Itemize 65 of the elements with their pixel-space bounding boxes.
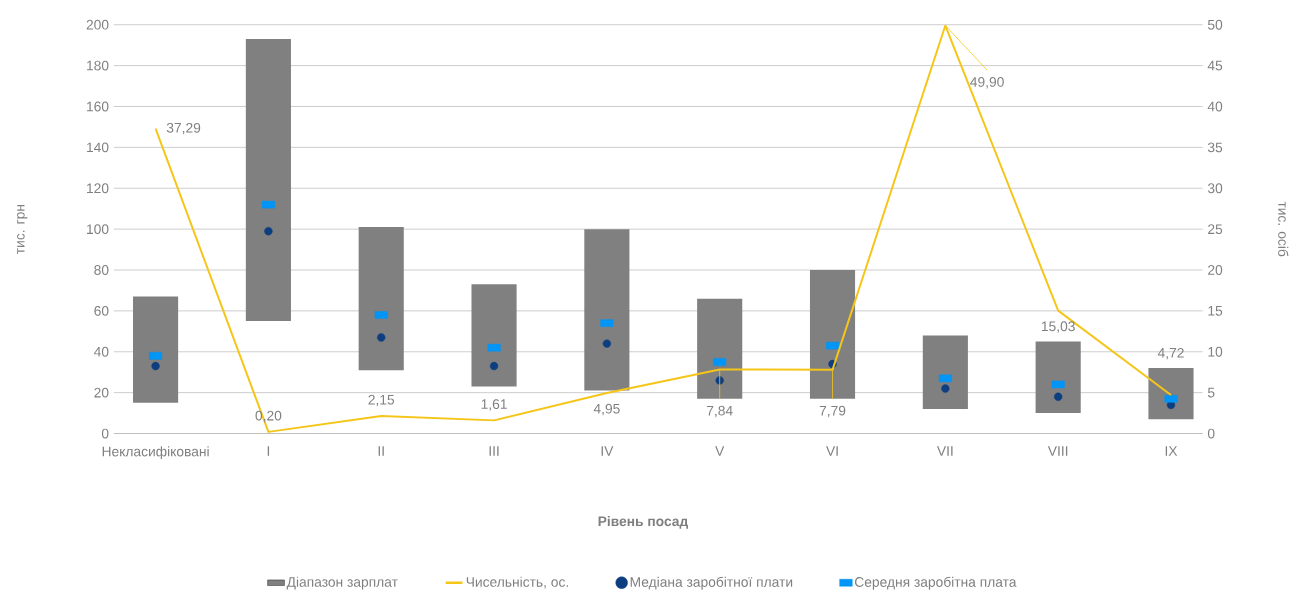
y-tick-label: 40 xyxy=(93,346,109,357)
y2-tick-label: 35 xyxy=(1207,142,1223,153)
data-label: 7,79 xyxy=(819,405,846,418)
bar xyxy=(1148,368,1194,420)
y2-tick-label: 25 xyxy=(1208,224,1223,235)
x-tick-label: VII xyxy=(936,446,953,456)
legend-label: Середня заробітна плата xyxy=(854,576,1017,590)
y2-tick-label: 0 xyxy=(1207,428,1215,439)
y-tick-label: 80 xyxy=(94,265,109,275)
y2-tick-label: 20 xyxy=(1208,265,1223,275)
y-tick-label: 140 xyxy=(87,142,109,153)
bar xyxy=(358,227,404,371)
bar xyxy=(922,335,968,410)
x-tick-label: VI xyxy=(826,446,838,456)
bar xyxy=(809,270,856,399)
point xyxy=(489,361,499,371)
data-label: 37,29 xyxy=(166,122,201,135)
bar xyxy=(1035,341,1081,414)
y-tick-label: 160 xyxy=(87,101,109,112)
legend-label: Діапазон зарплат xyxy=(286,576,398,590)
x-axis-title: Рівень посад xyxy=(598,516,688,529)
y-axis-title: тис. грн xyxy=(17,205,28,255)
y-tick-label: 0 xyxy=(101,428,109,439)
y2-tick-label: 40 xyxy=(1207,101,1223,112)
y2-tick-label: 30 xyxy=(1207,183,1223,194)
point xyxy=(1054,392,1063,401)
x-tick-label: IV xyxy=(601,446,614,456)
y2-tick-label: 45 xyxy=(1207,60,1223,71)
data-label: 4,95 xyxy=(593,403,620,416)
data-label: 15,03 xyxy=(1041,321,1075,333)
x-tick-label: V xyxy=(715,446,725,456)
y-tick-label: 200 xyxy=(86,19,109,30)
y2-tick-label: 50 xyxy=(1207,19,1223,30)
x-tick-label: II xyxy=(378,446,384,456)
x-tick-label: Некласифіковані xyxy=(102,446,209,460)
point xyxy=(264,227,273,236)
y-tick-label: 180 xyxy=(87,60,109,71)
x-tick-label: IX xyxy=(1165,446,1178,456)
data-label: 2,15 xyxy=(368,394,395,407)
y-tick-label: 120 xyxy=(87,183,109,194)
x-tick-label: VIII xyxy=(1047,446,1068,456)
point xyxy=(151,361,160,371)
bar xyxy=(245,39,291,322)
bar xyxy=(133,296,179,403)
bar xyxy=(471,284,517,387)
y-tick-label: 100 xyxy=(87,224,109,235)
data-label: 7,84 xyxy=(706,405,733,418)
data-label: 4,72 xyxy=(1157,348,1184,360)
y2-tick-label: 5 xyxy=(1207,387,1215,398)
y-tick-label: 60 xyxy=(94,306,109,316)
y2-tick-label: 10 xyxy=(1208,346,1223,357)
bar xyxy=(584,229,630,391)
bar xyxy=(697,298,743,399)
y-tick-label: 20 xyxy=(94,387,109,398)
point xyxy=(941,384,950,393)
data-label: 49,90 xyxy=(970,77,1004,89)
x-tick-label: I xyxy=(267,446,270,456)
y2-tick-label: 15 xyxy=(1208,306,1223,316)
legend-label: Медіана заробітної плати xyxy=(630,576,793,590)
point xyxy=(377,333,386,342)
x-tick-label: III xyxy=(489,446,499,456)
legend-label: Чисельність, ос. xyxy=(466,576,568,589)
point xyxy=(602,339,612,348)
data-label: 1,61 xyxy=(481,399,507,411)
y2-axis-title: тис. осіб xyxy=(1278,201,1289,257)
